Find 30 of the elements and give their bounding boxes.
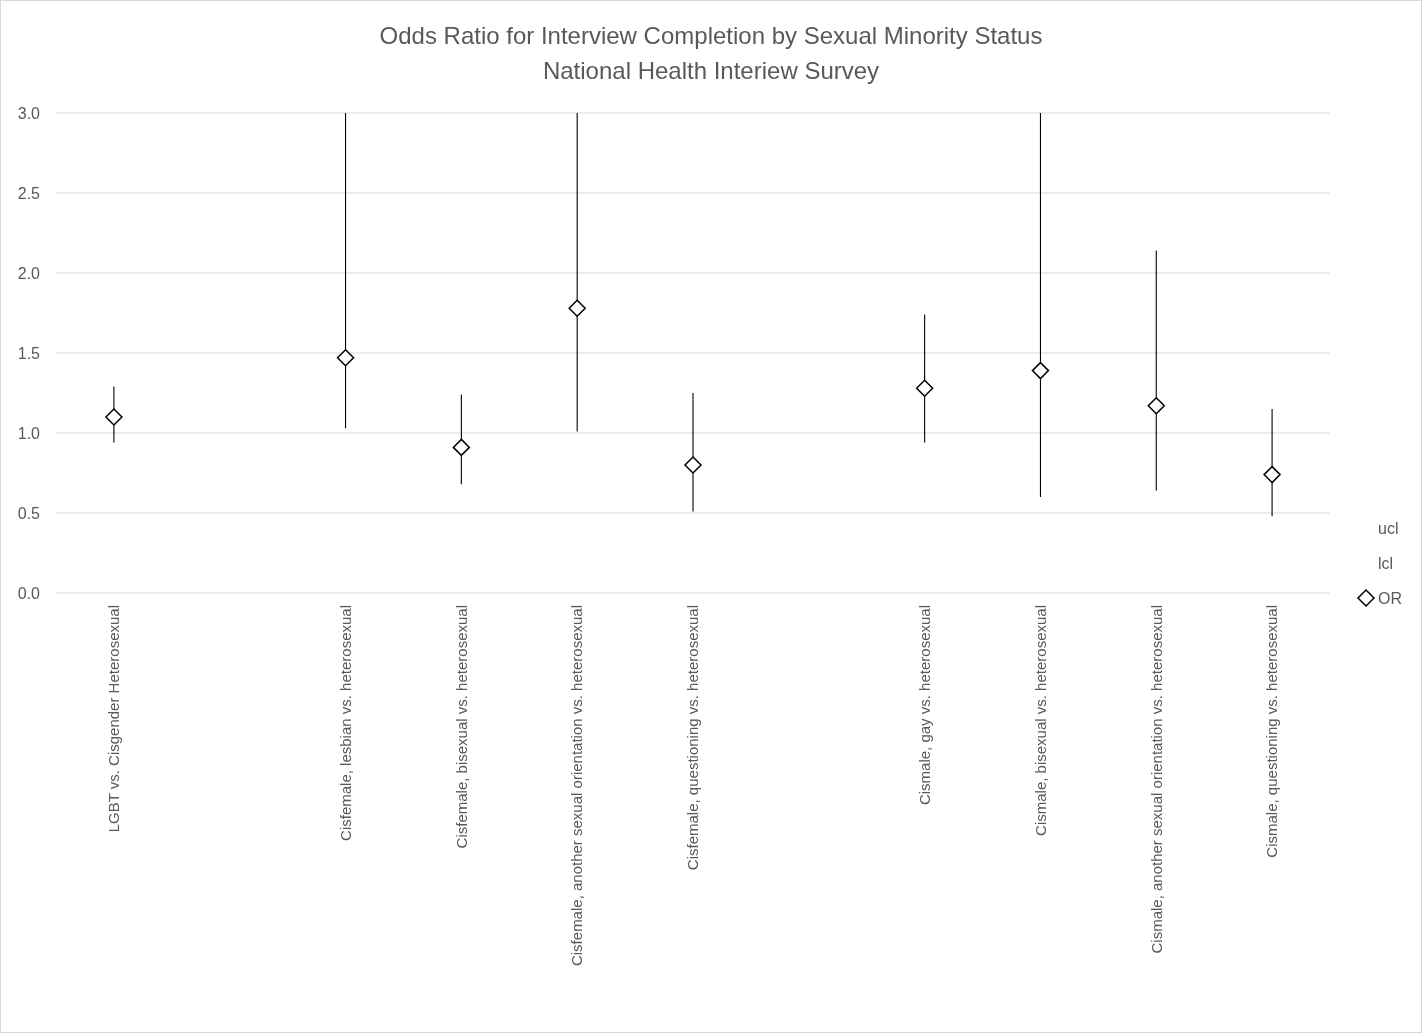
x-tick-label: Cisfemale, bisexual vs. heterosexual bbox=[452, 605, 470, 849]
y-tick-label: 0.5 bbox=[17, 504, 41, 522]
x-tick-label: Cisfemale, another sexual orientation vs. heterosexual bbox=[568, 605, 586, 967]
text: lcl bbox=[1378, 554, 1394, 572]
legend-label: OR bbox=[1378, 589, 1402, 607]
chart-subtitle: National Health Interiew Survey bbox=[542, 57, 880, 84]
y-tick-label: 0.0 bbox=[17, 584, 41, 602]
y-tick-label: 2.5 bbox=[17, 184, 41, 202]
point bbox=[684, 456, 702, 474]
y-tick-label: 1.5 bbox=[17, 344, 41, 362]
point bbox=[915, 379, 934, 397]
x-tick-label: Cismale, gay vs. heterosexual bbox=[915, 605, 933, 806]
x-tick-label: Cisfemale, lesbian vs. heterosexual bbox=[336, 605, 354, 841]
point bbox=[568, 299, 586, 317]
x-tick-label: Cismale, questioning vs. heterosexual bbox=[1263, 605, 1281, 858]
point bbox=[105, 408, 123, 426]
x-tick-label: LGBT vs. Cisgender Heterosexual bbox=[105, 605, 123, 833]
text: ucl bbox=[1378, 519, 1399, 537]
point bbox=[1031, 361, 1050, 380]
x-tick-label: Cisfemale, questioning vs. heterosexual bbox=[684, 605, 702, 871]
chart-title: Odds Ratio for Interview Completion by Sexual Minority Status bbox=[379, 22, 1043, 49]
y-tick-label: 3.0 bbox=[17, 104, 41, 122]
point bbox=[1263, 465, 1281, 484]
point bbox=[452, 438, 471, 457]
y-tick-label: 1.0 bbox=[17, 424, 41, 442]
y-tick-label: 2.0 bbox=[17, 264, 41, 282]
x-tick-label: Cismale, another sexual orientation vs. heterosexual bbox=[1147, 605, 1165, 954]
point bbox=[1147, 397, 1166, 415]
point bbox=[336, 349, 355, 367]
x-tick-label: Cismale, bisexual vs. heterosexual bbox=[1031, 605, 1049, 836]
